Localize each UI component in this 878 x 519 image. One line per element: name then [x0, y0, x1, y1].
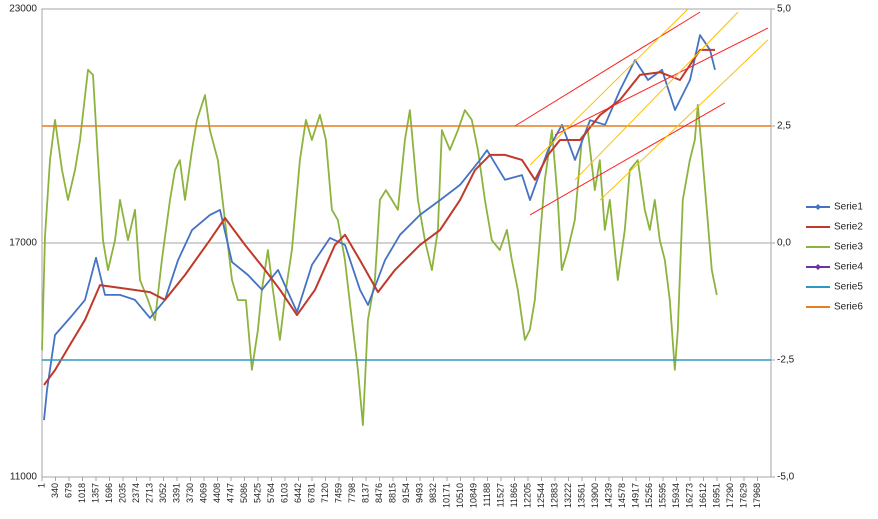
x-tick-label: 11188: [482, 483, 492, 507]
y2-tick-label: 5,0: [777, 4, 791, 15]
x-tick-label: 4747: [225, 483, 235, 503]
x-tick-label: 6781: [306, 483, 316, 503]
x-tick-label: 13222: [563, 483, 573, 508]
y2-tick-label: 2,5: [777, 121, 791, 132]
y2-tick-label: -5,0: [777, 472, 795, 483]
x-tick-label: 1: [36, 483, 46, 488]
y-tick-label: 23000: [9, 4, 37, 15]
channel-line: [554, 27, 769, 136]
legend-marker: [815, 264, 821, 270]
x-tick-label: 9832: [428, 483, 438, 503]
x-tick-label: 1357: [90, 483, 100, 503]
x-tick-label: 5086: [239, 483, 249, 503]
x-tick-label: 10849: [468, 483, 478, 508]
x-tick-label: 11866: [509, 483, 519, 507]
channel-line: [529, 102, 726, 216]
x-tick-label: 13900: [590, 483, 600, 508]
x-tick-label: 17629: [738, 483, 748, 508]
x-tick-label: 11527: [495, 483, 505, 507]
y2-tick-label: 0,0: [777, 238, 791, 249]
x-tick-label: 2035: [117, 483, 127, 503]
y-tick-label: 11000: [10, 472, 38, 483]
x-tick-label: 8137: [360, 483, 370, 503]
x-tick-label: 2374: [131, 483, 141, 503]
x-tick-label: 1018: [77, 483, 87, 503]
x-tick-label: 12544: [536, 483, 546, 508]
legend-label: Serie6: [834, 302, 863, 313]
x-tick-label: 13561: [576, 483, 586, 508]
series-line: [43, 34, 716, 421]
y2-tick-label: -2,5: [777, 355, 795, 366]
x-tick-label: 17968: [752, 483, 762, 508]
series-line: [43, 48, 715, 386]
x-tick-label: 5764: [266, 483, 276, 503]
x-tick-label: 3052: [158, 483, 168, 503]
x-tick-label: 14917: [630, 483, 640, 508]
x-tick-label: 9493: [414, 483, 424, 503]
legend-marker: [815, 204, 821, 210]
legend-label: Serie2: [834, 222, 863, 233]
x-tick-label: 9154: [401, 483, 411, 503]
legend-label: Serie3: [834, 242, 863, 253]
x-tick-label: 8476: [374, 483, 384, 503]
x-tick-label: 12883: [549, 483, 559, 508]
x-tick-label: 17290: [725, 483, 735, 508]
x-tick-label: 7120: [320, 483, 330, 503]
x-tick-label: 15934: [671, 483, 681, 508]
x-tick-label: 679: [63, 483, 73, 498]
x-tick-label: 5425: [252, 483, 262, 503]
x-tick-label: 14239: [603, 483, 613, 508]
channel-line: [529, 8, 689, 166]
x-tick-label: 7459: [333, 483, 343, 503]
x-tick-label: 10510: [455, 483, 465, 508]
x-tick-label: 4069: [198, 483, 208, 503]
channel-line: [599, 39, 769, 201]
x-tick-label: 15595: [657, 483, 667, 508]
legend-label: Serie4: [834, 262, 863, 273]
x-tick-label: 8815: [387, 483, 397, 503]
channel-line: [574, 11, 739, 181]
x-tick-label: 6442: [293, 483, 303, 503]
channel-line: [514, 11, 701, 127]
legend-label: Serie5: [834, 282, 863, 293]
x-tick-label: 16951: [711, 483, 721, 508]
y-tick-label: 17000: [9, 238, 37, 249]
legend-label: Serie1: [834, 202, 863, 213]
x-tick-label: 14578: [617, 483, 627, 508]
x-tick-label: 12205: [522, 483, 532, 508]
x-tick-label: 340: [50, 483, 60, 498]
x-tick-label: 10171: [441, 483, 451, 508]
plot-border: [41, 8, 772, 478]
x-tick-label: 3730: [185, 483, 195, 503]
x-tick-label: 3391: [171, 483, 181, 503]
x-tick-label: 2713: [144, 483, 154, 503]
x-tick-label: 7798: [347, 483, 357, 503]
x-tick-label: 1696: [104, 483, 114, 503]
x-tick-label: 16612: [698, 483, 708, 508]
x-tick-label: 6103: [279, 483, 289, 503]
x-tick-label: 16273: [684, 483, 694, 508]
x-tick-label: 15256: [644, 483, 654, 508]
x-tick-label: 4408: [212, 483, 222, 503]
